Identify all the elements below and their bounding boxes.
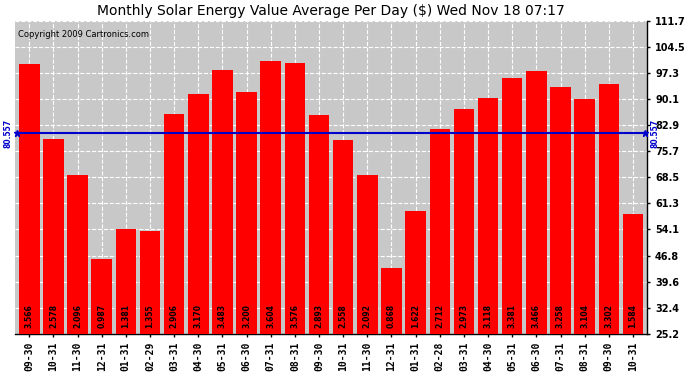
Text: 3.302: 3.302 xyxy=(604,304,613,328)
Text: 1.622: 1.622 xyxy=(411,304,420,328)
Text: 1.584: 1.584 xyxy=(629,304,638,328)
Bar xyxy=(502,78,522,334)
Bar xyxy=(357,176,377,334)
Bar xyxy=(574,99,595,334)
Bar xyxy=(188,94,208,334)
Bar xyxy=(381,268,402,334)
Text: 2.973: 2.973 xyxy=(460,304,469,328)
Bar xyxy=(598,84,619,334)
Text: Copyright 2009 Cartronics.com: Copyright 2009 Cartronics.com xyxy=(18,30,149,39)
Text: 3.604: 3.604 xyxy=(266,304,275,328)
Text: 80.557: 80.557 xyxy=(650,119,659,148)
Bar xyxy=(213,70,233,334)
Bar xyxy=(550,87,571,334)
Bar xyxy=(309,115,329,334)
Bar xyxy=(68,175,88,334)
Bar xyxy=(405,211,426,334)
Text: 3.483: 3.483 xyxy=(218,304,227,328)
Bar xyxy=(164,114,184,334)
Text: 3.104: 3.104 xyxy=(580,304,589,328)
Text: 2.558: 2.558 xyxy=(339,304,348,328)
Text: 80.557: 80.557 xyxy=(3,119,12,148)
Text: 3.170: 3.170 xyxy=(194,304,203,328)
Text: 3.381: 3.381 xyxy=(508,304,517,328)
Bar xyxy=(285,63,305,334)
Text: 3.118: 3.118 xyxy=(484,304,493,328)
Bar xyxy=(19,64,39,334)
Bar xyxy=(43,139,63,334)
Bar xyxy=(429,129,450,334)
Bar xyxy=(477,98,498,334)
Text: 2.906: 2.906 xyxy=(170,304,179,328)
Text: 2.096: 2.096 xyxy=(73,304,82,328)
Text: 3.258: 3.258 xyxy=(556,304,565,328)
Bar xyxy=(622,214,643,334)
Bar xyxy=(237,92,257,334)
Text: 2.893: 2.893 xyxy=(315,304,324,328)
Text: 1.381: 1.381 xyxy=(121,304,130,328)
Text: 0.987: 0.987 xyxy=(97,304,106,328)
Bar xyxy=(453,109,474,334)
Bar xyxy=(333,140,353,334)
Bar xyxy=(261,61,281,334)
Bar xyxy=(92,259,112,334)
Bar xyxy=(526,72,546,334)
Text: 1.355: 1.355 xyxy=(146,305,155,328)
Bar xyxy=(140,231,160,334)
Text: 2.578: 2.578 xyxy=(49,304,58,328)
Text: 2.712: 2.712 xyxy=(435,304,444,328)
Text: 3.576: 3.576 xyxy=(290,304,299,328)
Text: 0.868: 0.868 xyxy=(387,304,396,328)
Text: 3.566: 3.566 xyxy=(25,304,34,328)
Title: Monthly Solar Energy Value Average Per Day ($) Wed Nov 18 07:17: Monthly Solar Energy Value Average Per D… xyxy=(97,4,565,18)
Text: 3.200: 3.200 xyxy=(242,304,251,328)
Bar xyxy=(116,229,136,334)
Text: 2.092: 2.092 xyxy=(363,304,372,328)
Text: 3.466: 3.466 xyxy=(532,304,541,328)
